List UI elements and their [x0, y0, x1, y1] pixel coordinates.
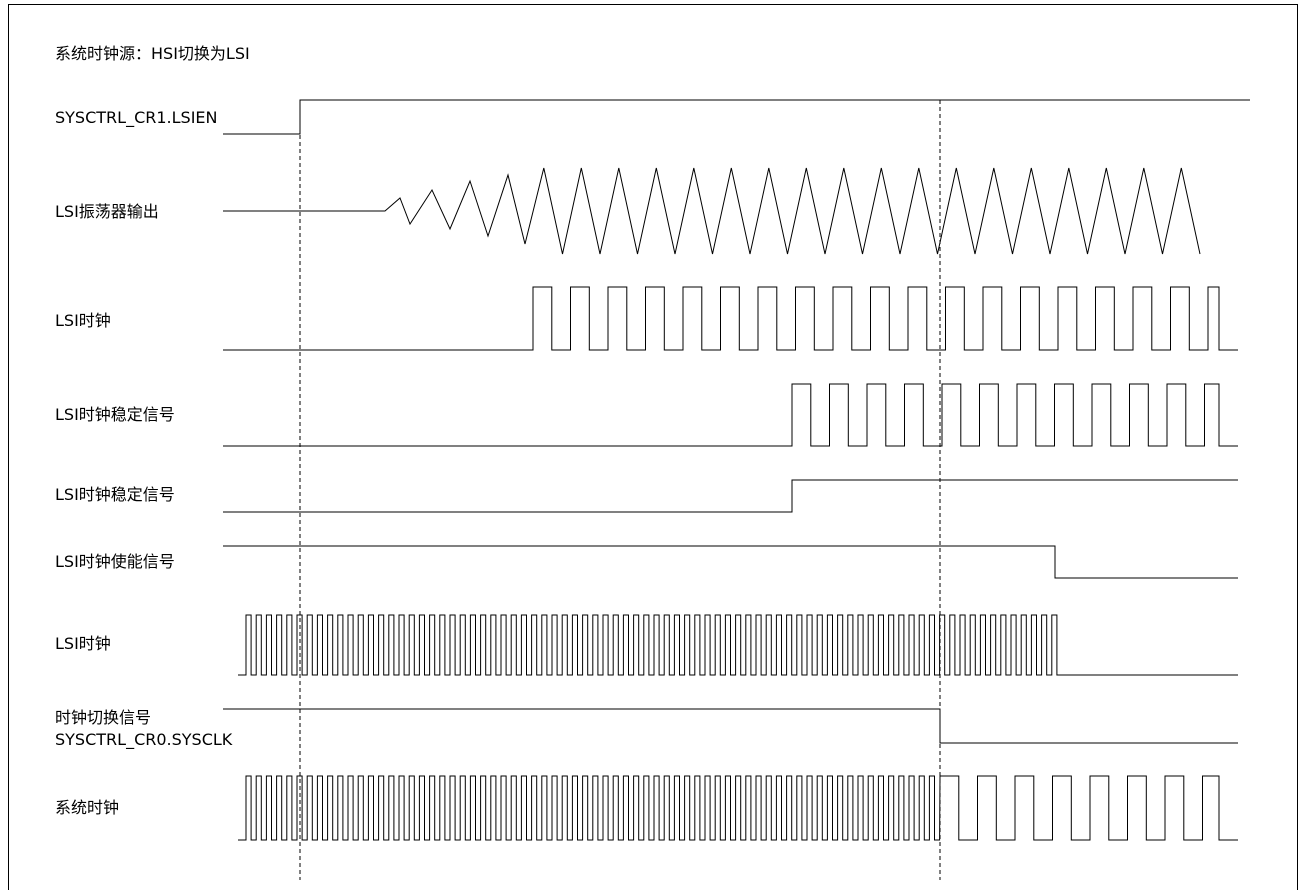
waveform-hsi-clock: [238, 614, 1238, 676]
signal-label-switch: 时钟切换信号: [55, 708, 152, 727]
waveform-lsien: [223, 99, 1250, 135]
waveform-lsi-stable-clock: [223, 383, 1238, 447]
signal-label-lsi-oscillator: LSI振荡器输出: [55, 202, 159, 221]
signal-label-hsi-clock: LSI时钟: [55, 634, 111, 653]
diagram-frame: [8, 4, 1298, 890]
waveform-switch: [223, 708, 1238, 744]
waveform-system-clock: [238, 775, 1238, 841]
diagram-title: 系统时钟源：HSI切换为LSI: [55, 44, 250, 63]
signal-label-lsien: SYSCTRL_CR1.LSIEN: [55, 108, 218, 127]
signal-label-lsi-enable: LSI时钟使能信号: [55, 552, 175, 571]
waveform-lsi-enable: [223, 545, 1238, 579]
waveform-lsi-clock: [223, 286, 1238, 351]
signal-label-switch-register: SYSCTRL_CR0.SYSCLK: [55, 730, 233, 749]
waveform-lsi-stable: [223, 479, 1238, 513]
signal-label-system-clock: 系统时钟: [55, 798, 120, 817]
signal-label-lsi-stable: LSI时钟稳定信号: [55, 485, 175, 504]
signal-label-lsi-stable-clock: LSI时钟稳定信号: [55, 405, 175, 424]
signal-label-lsi-clock: LSI时钟: [55, 311, 111, 330]
waveform-lsi-oscillator: [223, 167, 1201, 255]
